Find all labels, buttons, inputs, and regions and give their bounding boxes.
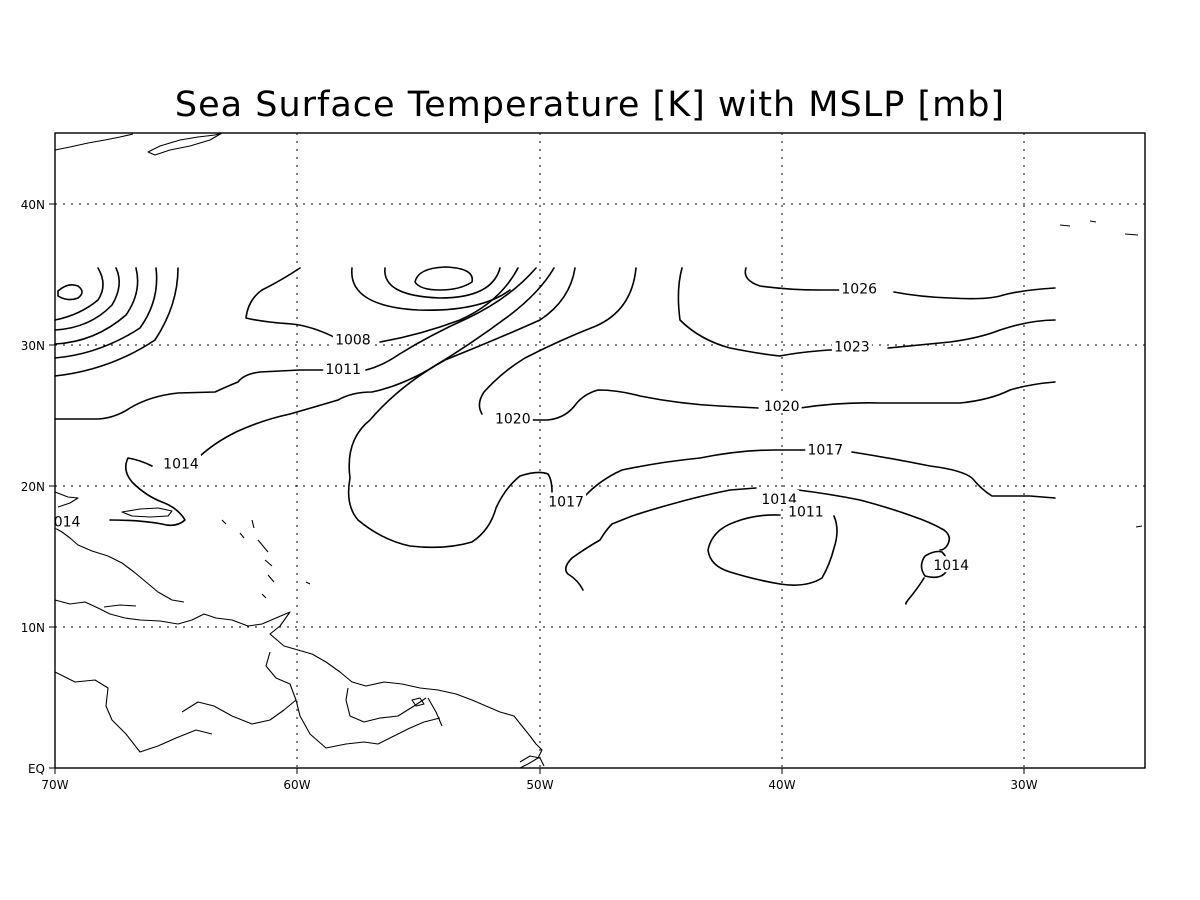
contour-1017-west (347, 267, 576, 549)
x-tick-label: 70W (41, 778, 68, 792)
mslp-contours (54, 266, 1056, 605)
contour-label-background (332, 330, 373, 347)
contour-label: 1026 (841, 282, 877, 298)
contour-label: 1017 (807, 443, 843, 459)
contour-low-ring-4 (54, 267, 158, 359)
y-tick-label: 30N (21, 339, 45, 353)
contour-label: 1017 (548, 495, 584, 511)
contour-1014-west (54, 267, 555, 527)
coastline-south-america (54, 599, 543, 769)
y-tick-label: EQ (28, 762, 45, 776)
coastline-antilles (221, 519, 311, 599)
contour-label-background (323, 360, 364, 377)
contour-1020-west (478, 267, 1056, 421)
coastline-jamaica (103, 604, 137, 608)
contour-label: 1023 (834, 340, 870, 356)
contour-1014-east (564, 487, 951, 605)
y-tick-label: 20N (21, 480, 45, 494)
contour-1008 (245, 267, 519, 343)
contour-label-background (805, 440, 846, 457)
coastline-interior-borders (54, 651, 443, 753)
x-tick-label: 40W (768, 778, 795, 792)
contour-label-background (161, 454, 201, 471)
contour-label-background (51, 512, 83, 529)
contour-north-low-1 (414, 266, 474, 291)
contour-1026 (744, 267, 1056, 300)
contour-1023 (677, 267, 1056, 357)
contour-label-background (831, 337, 872, 354)
coastlines (54, 132, 1143, 769)
map-frame (54, 132, 1146, 769)
contour-1017-east (584, 449, 1056, 499)
contour-label: 1020 (495, 412, 531, 428)
contour-label: 014 (54, 515, 81, 531)
contour-1011 (54, 267, 537, 420)
contour-label: 1011 (325, 362, 361, 378)
contour-label: 1011 (788, 505, 824, 521)
contour-label: 1020 (764, 399, 800, 415)
contour-1011-loop (707, 514, 838, 586)
coastline-cuba (54, 527, 185, 603)
contour-north-low-2 (384, 267, 501, 299)
contour-low-ring-5 (54, 267, 179, 377)
contour-low-ring-1 (54, 267, 104, 321)
axis-ticks (49, 203, 1025, 774)
contour-low-ring-2 (54, 267, 120, 331)
contour-label-background (785, 502, 826, 519)
contour-low-center (57, 284, 83, 301)
contour-1014-small-loop (920, 550, 949, 579)
contour-labels: 1008 1011 1014 014 1020 1017 1026 1023 1020 1017 1… (51, 279, 972, 574)
x-tick-label: 60W (283, 778, 310, 792)
contour-label: 1008 (335, 332, 371, 348)
contour-label: 1014 (933, 558, 969, 574)
coastline-azores (1059, 220, 1139, 236)
x-tick-label: 30W (1010, 778, 1037, 792)
contour-label-background (492, 409, 533, 426)
x-tick-label: 50W (526, 778, 553, 792)
coastline-north-america (54, 133, 134, 151)
coastline-greenland-tip (147, 132, 223, 156)
coastline-lake (411, 697, 425, 707)
y-tick-label: 40N (21, 198, 45, 212)
contour-low-ring-3 (54, 267, 139, 345)
contour-label: 1014 (163, 457, 199, 473)
coastline-amazon-mouth (519, 755, 545, 767)
contour-label-background (546, 492, 587, 509)
contour-north-low-3 (351, 267, 511, 311)
contour-label-background (759, 489, 800, 506)
map-title: Sea Surface Temperature [K] with MSLP [m… (175, 85, 1005, 125)
contour-label-background (931, 556, 972, 573)
coastline-cape-verde (1135, 525, 1143, 528)
coastline-puerto-rico (121, 507, 173, 518)
y-tick-label: 10N (21, 621, 45, 635)
coastline-hispaniola (54, 491, 79, 508)
contour-label-background (839, 279, 880, 296)
grid (55, 133, 1145, 768)
contour-label-background (761, 396, 802, 413)
